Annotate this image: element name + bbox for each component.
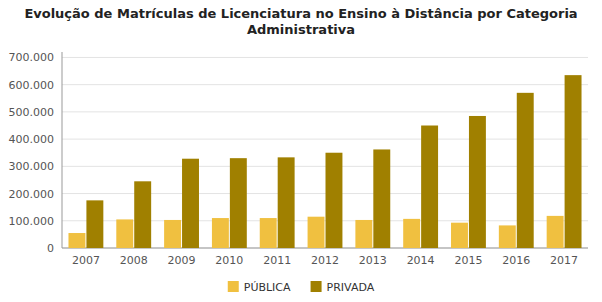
bars: PÚBLICA 2007: 55000PÚBLICA 2008: 105000P… xyxy=(68,75,581,248)
bar: PRIVADA 2017: 635000 xyxy=(565,75,582,248)
legend: PÚBLICA PRIVADA xyxy=(228,281,375,294)
legend-label: PÚBLICA xyxy=(244,281,291,294)
x-tick-label: 2016 xyxy=(502,254,530,267)
x-tick-label: 2009 xyxy=(168,254,196,267)
y-tick-label: 300.000 xyxy=(9,160,55,173)
grid-line xyxy=(62,111,588,112)
y-tick-label: 0 xyxy=(47,242,54,255)
x-tick-label: 2007 xyxy=(72,254,100,267)
grid-line xyxy=(62,84,588,85)
bar: PÚBLICA 2014: 107000 xyxy=(403,219,420,248)
grid-line xyxy=(62,166,588,167)
bar: PRIVADA 2016: 570000 xyxy=(517,93,534,248)
bar: PÚBLICA 2015: 93000 xyxy=(451,223,468,248)
y-axis-line xyxy=(62,52,63,248)
y-tick-label: 100.000 xyxy=(9,215,55,228)
bar: PRIVADA 2015: 485000 xyxy=(469,116,486,248)
bar: PRIVADA 2007: 175000 xyxy=(86,200,103,248)
x-tick-label: 2017 xyxy=(550,254,578,267)
y-tick-label: 400.000 xyxy=(9,133,55,146)
bar: PÚBLICA 2008: 105000 xyxy=(116,219,133,248)
bar: PRIVADA 2012: 350000 xyxy=(326,153,343,248)
background xyxy=(0,0,602,302)
chart-container: Evolução de Matrículas de Licenciatura n… xyxy=(0,0,602,302)
grid-line xyxy=(62,57,588,58)
y-tick-label: 200.000 xyxy=(9,188,55,201)
x-tick-label: 2008 xyxy=(120,254,148,267)
chart-svg: Evolução de Matrículas de Licenciatura n… xyxy=(0,0,602,302)
x-tick-label: 2012 xyxy=(311,254,339,267)
bar: PÚBLICA 2012: 115000 xyxy=(308,217,325,248)
x-tick-label: 2015 xyxy=(454,254,482,267)
title: Evolução de Matrículas de Licenciatura n… xyxy=(24,6,577,37)
bar: PRIVADA 2010: 330000 xyxy=(230,158,247,248)
bar: PÚBLICA 2007: 55000 xyxy=(68,233,85,248)
bar: PÚBLICA 2016: 83000 xyxy=(499,225,516,248)
x-axis: 2007 2008 2009 2010 2011 2012 2013 2014 2015 2016… xyxy=(72,254,578,267)
y-tick-label: 700.000 xyxy=(9,51,55,64)
legend-item: PRIVADA xyxy=(311,281,375,294)
grid-line xyxy=(62,139,588,140)
bar: PRIVADA 2011: 333000 xyxy=(278,157,295,248)
bar: PRIVADA 2014: 450000 xyxy=(421,126,438,249)
x-tick-label: 2013 xyxy=(359,254,387,267)
legend-label: PRIVADA xyxy=(327,281,375,294)
bar: PÚBLICA 2013: 103000 xyxy=(355,220,372,248)
x-tick-label: 2011 xyxy=(263,254,291,267)
x-tick-label: 2010 xyxy=(215,254,243,267)
bar: PÚBLICA 2009: 103000 xyxy=(164,220,181,248)
y-tick-label: 500.000 xyxy=(9,106,55,119)
bar: PRIVADA 2013: 362000 xyxy=(373,149,390,248)
bar: PÚBLICA 2010: 110000 xyxy=(212,218,229,248)
y-tick-label: 600.000 xyxy=(9,79,55,92)
legend-swatch xyxy=(228,281,239,292)
y-axis: 0 100.000 200.000 300.000 400.000 500.000 600.… xyxy=(9,51,589,255)
bar: PÚBLICA 2017: 118000 xyxy=(547,216,564,248)
legend-item: PÚBLICA xyxy=(228,281,291,294)
legend-swatch xyxy=(311,281,322,292)
bar: PRIVADA 2009: 328000 xyxy=(182,159,199,248)
x-tick-label: 2014 xyxy=(407,254,435,267)
bar: PÚBLICA 2011: 110000 xyxy=(260,218,277,248)
bar: PRIVADA 2008: 245000 xyxy=(134,181,151,248)
